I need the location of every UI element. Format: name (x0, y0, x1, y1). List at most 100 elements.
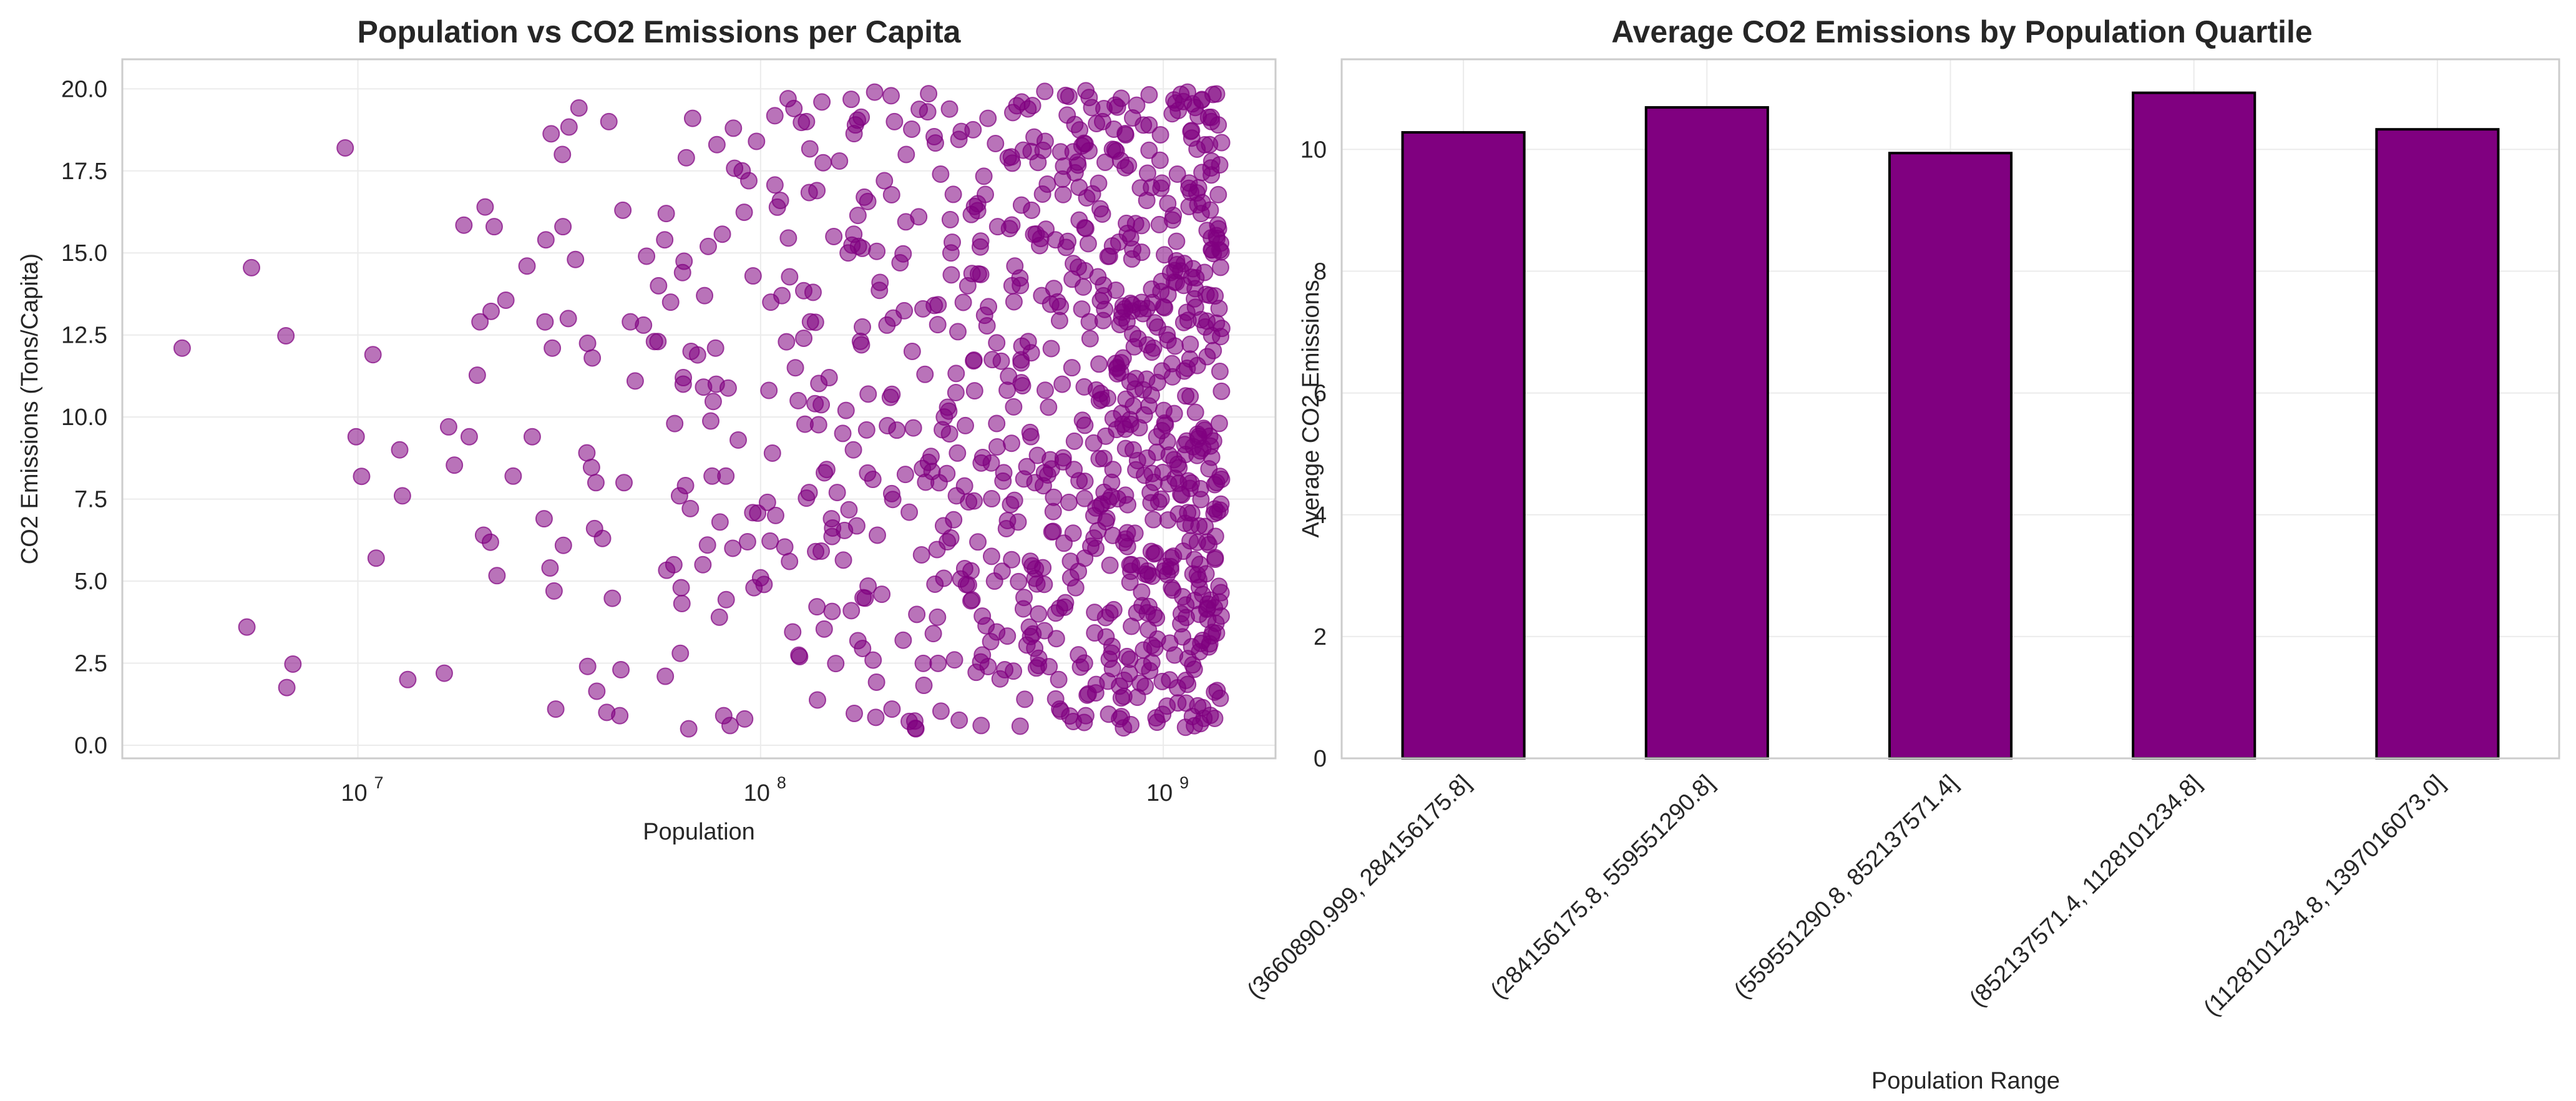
scatter-point (1140, 397, 1158, 415)
scatter-point (1186, 403, 1204, 421)
scatter-point (545, 582, 563, 600)
scatter-point (859, 192, 877, 210)
scatter-point (1128, 451, 1146, 469)
scatter-point (972, 232, 990, 250)
scatter-point (677, 149, 695, 167)
scatter-point (867, 708, 885, 727)
scatter-point (554, 218, 572, 236)
scatter-point (1205, 505, 1223, 523)
scatter-point (1158, 433, 1176, 451)
scatter-point (1124, 240, 1142, 258)
scatter-point (929, 608, 947, 626)
scatter-point (988, 334, 1006, 352)
scatter-point (794, 281, 812, 300)
scatter-point (1030, 649, 1048, 667)
scatter-point (947, 384, 965, 402)
scatter-point (982, 547, 1000, 565)
scatter-point (699, 237, 717, 255)
scatter-point (944, 185, 962, 203)
scatter-y-tick-label: 2.5 (74, 651, 107, 677)
scatter-point (1108, 421, 1126, 439)
scatter-point (938, 464, 956, 482)
scatter-point (845, 125, 863, 143)
scatter-point (468, 366, 486, 384)
scatter-point (991, 670, 1009, 688)
scatter-point (1211, 258, 1229, 276)
scatter-x-axis-label: Population (643, 819, 755, 845)
scatter-point (1207, 614, 1225, 632)
scatter-point (708, 135, 726, 154)
scatter-point (1091, 384, 1110, 403)
bar-y-tick-label: 8 (1314, 259, 1327, 285)
scatter-point (763, 444, 781, 462)
scatter-point (336, 139, 354, 157)
scatter-point (536, 313, 554, 331)
scatter-point (1053, 170, 1071, 188)
scatter-point (954, 293, 972, 311)
scatter-point (1060, 493, 1078, 511)
scatter-point (347, 428, 365, 446)
scatter-point (1073, 300, 1091, 318)
scatter-point (1206, 527, 1224, 546)
scatter-point (1172, 485, 1190, 503)
scatter-point (1040, 398, 1058, 416)
scatter-point (784, 623, 802, 641)
scatter-point (1156, 416, 1174, 434)
scatter-point (1152, 283, 1170, 301)
scatter-point (393, 487, 411, 505)
scatter-point (588, 682, 606, 700)
scatter-point (914, 654, 932, 672)
scatter-point (1042, 340, 1060, 358)
scatter-point (905, 712, 924, 730)
scatter-point (582, 458, 600, 476)
scatter-point (831, 152, 849, 170)
scatter-point (1066, 115, 1084, 134)
scatter-point (1125, 338, 1143, 356)
scatter-point (1078, 189, 1096, 207)
bar-frame (1340, 58, 2560, 760)
scatter-point (827, 655, 845, 673)
scatter-point (920, 85, 938, 103)
bar-y-tick-label: 6 (1314, 381, 1327, 407)
scatter-point (873, 585, 891, 604)
scatter-point (615, 474, 633, 492)
scatter-point (940, 100, 959, 118)
scatter-point (924, 625, 942, 643)
scatter-point (904, 419, 922, 437)
scatter-point (1183, 95, 1201, 113)
scatter-point (1181, 532, 1199, 550)
scatter-point (949, 444, 967, 462)
scatter-point (1101, 556, 1119, 574)
scatter-point (908, 605, 926, 624)
scatter-point (671, 644, 690, 662)
scatter-point (1140, 86, 1158, 104)
scatter-point (1206, 683, 1224, 701)
scatter-point (1095, 100, 1113, 118)
scatter-point (717, 590, 735, 609)
scatter-point (1116, 124, 1134, 142)
scatter-point (1211, 363, 1229, 381)
scatter-point (1159, 195, 1177, 213)
scatter-point (694, 555, 712, 574)
scatter-point (1168, 232, 1186, 250)
scatter-point (736, 710, 754, 728)
scatter-point (680, 720, 698, 738)
scatter-point (876, 172, 894, 190)
scatter-point (1036, 381, 1054, 399)
scatter-point (864, 651, 882, 669)
scatter-point (739, 172, 758, 190)
scatter-point (455, 216, 473, 234)
scatter-point (704, 393, 722, 411)
scatter-point (1112, 89, 1130, 107)
scatter-point (1162, 560, 1180, 579)
scatter-point (934, 421, 952, 439)
scatter-point (823, 602, 841, 620)
scatter-point (900, 503, 919, 521)
scatter-point (542, 125, 560, 143)
scatter-point (710, 608, 728, 626)
scatter-point (1130, 419, 1148, 437)
scatter-x-tick-label: 10 (341, 780, 367, 806)
scatter-point (1034, 141, 1052, 159)
scatter-point (979, 109, 997, 127)
scatter-point (603, 589, 622, 607)
